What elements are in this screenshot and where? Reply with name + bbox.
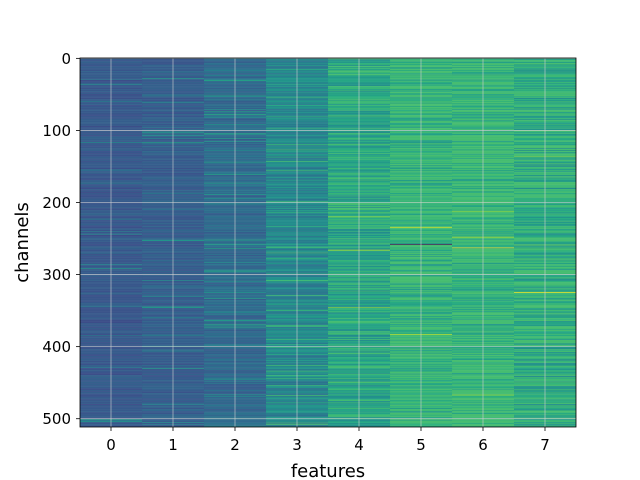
x-axis-ticks: 0 1 2 3 4 5 6 7 <box>106 427 550 454</box>
x-tick-label: 7 <box>540 436 550 454</box>
y-axis-label: channels <box>12 202 33 283</box>
plot-frame <box>79 57 577 428</box>
x-tick-label: 5 <box>416 436 426 454</box>
x-tick-label: 6 <box>478 436 488 454</box>
grid-lines <box>80 57 576 427</box>
y-tick-label: 300 <box>42 266 71 284</box>
x-tick-label: 3 <box>292 436 302 454</box>
y-axis-ticks: 0 100 200 300 400 500 <box>42 50 80 428</box>
y-tick-label: 400 <box>42 338 71 356</box>
y-tick-label: 0 <box>61 50 71 68</box>
y-tick-label: 100 <box>42 122 71 140</box>
x-axis-label: features <box>291 461 365 480</box>
heatmap-cells <box>80 58 576 427</box>
x-tick-label: 1 <box>168 436 178 454</box>
x-tick-label: 4 <box>354 436 364 454</box>
x-tick-label: 0 <box>106 436 116 454</box>
y-tick-label: 200 <box>42 194 71 212</box>
x-tick-label: 2 <box>230 436 240 454</box>
y-tick-label: 500 <box>42 410 71 428</box>
